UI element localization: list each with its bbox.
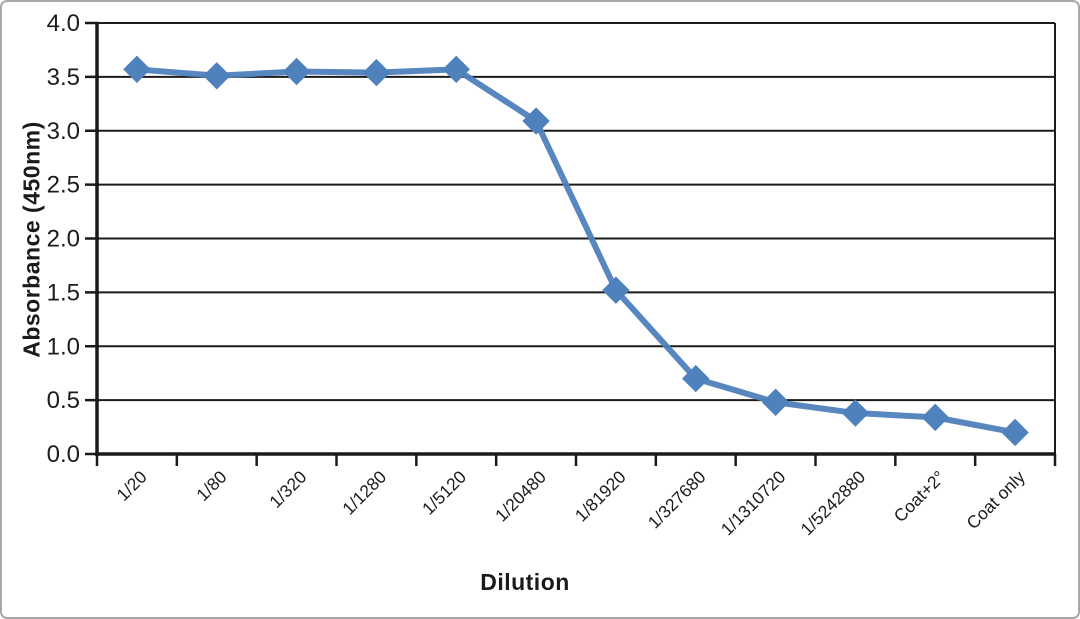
x-tick-label: 1/1310720	[717, 467, 790, 540]
y-axis-title: Absorbance (450nm)	[18, 121, 45, 358]
data-point-marker	[682, 364, 710, 393]
y-tick-label: 1.5	[47, 279, 80, 306]
data-point-marker	[362, 58, 391, 87]
y-tick-label: 2.5	[47, 172, 80, 199]
x-tick-label: 1/20	[113, 466, 151, 504]
data-point-marker	[921, 403, 949, 432]
x-tick-label: Coat+2°	[890, 467, 949, 526]
y-tick-label: 1.0	[47, 333, 80, 360]
data-point-marker	[203, 62, 231, 90]
data-line	[133, 66, 1019, 436]
x-tick-label: Coat only	[962, 467, 1029, 534]
y-tick-label: 0.5	[47, 387, 80, 414]
data-point-marker	[841, 399, 870, 427]
x-tick-label: 1/1280	[338, 467, 390, 519]
x-tick-label: 1/327680	[644, 467, 710, 533]
x-tick-label: 1/81920	[571, 467, 630, 526]
data-point-marker	[442, 55, 470, 84]
x-tick-label: 1/5242880	[797, 467, 870, 540]
y-tick-label: 0.0	[47, 441, 80, 468]
x-tick-label: 1/320	[265, 467, 310, 512]
x-axis-title: Dilution	[480, 569, 570, 595]
data-point-marker	[282, 57, 311, 86]
x-tick-label: 1/80	[192, 466, 230, 504]
data-point-marker	[522, 107, 550, 135]
y-tick-label: 4.0	[47, 10, 80, 37]
x-tick-label: 1/5120	[418, 467, 470, 519]
y-tick-label: 3.0	[47, 118, 80, 145]
data-point-marker	[123, 55, 151, 84]
y-tick-label: 2.0	[47, 226, 80, 253]
x-tick-label: 1/20480	[491, 467, 550, 526]
data-point-marker	[761, 388, 790, 416]
data-point-marker	[1001, 418, 1029, 447]
data-point-marker	[602, 276, 630, 304]
y-tick-label: 3.5	[47, 64, 80, 91]
